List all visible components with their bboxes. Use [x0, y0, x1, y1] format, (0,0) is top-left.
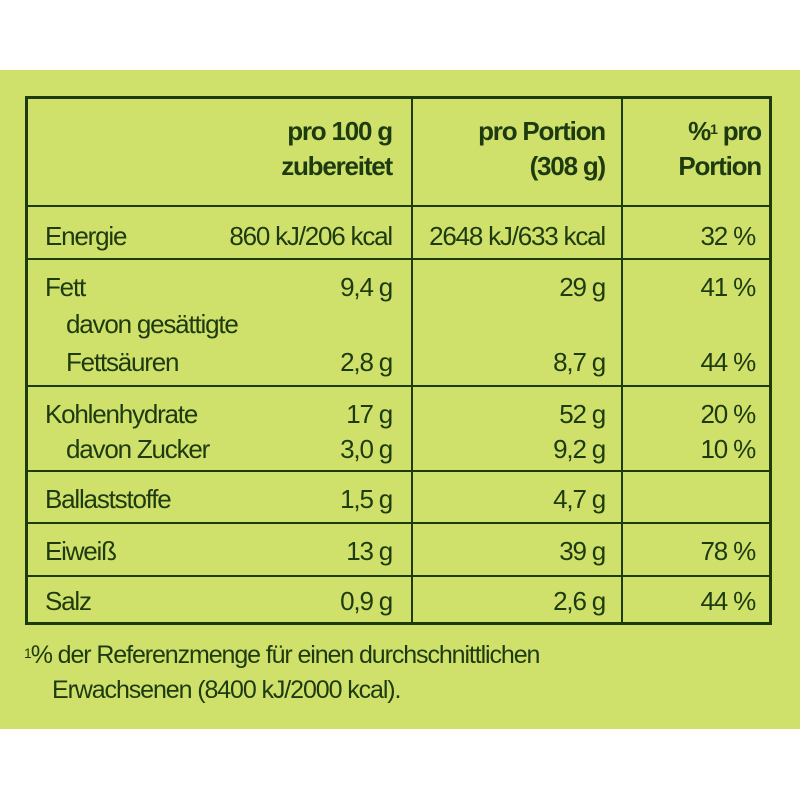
- row-label-salz: Salz: [45, 586, 92, 616]
- value-portion: 52 g: [559, 399, 606, 429]
- row-label-zucker: davon Zucker: [66, 434, 210, 464]
- value-per100: 17 g: [346, 399, 393, 429]
- row-label-ballaststoffe: Ballaststoffe: [45, 484, 172, 514]
- header-portion-line2: (308 g): [529, 151, 607, 181]
- value-pct: 10 %: [700, 434, 757, 464]
- value-pct: 44 %: [700, 347, 757, 377]
- value-per100: 0,9 g: [340, 586, 393, 616]
- value-pct: 78 %: [700, 536, 757, 566]
- nutrition-table: pro 100 g zubereitet pro Portion (308 g)…: [25, 96, 772, 625]
- column-divider: [621, 99, 623, 622]
- value-per100: 1,5 g: [340, 484, 393, 514]
- row-label-gesaettigte: davon gesättigte: [66, 309, 239, 339]
- row-divider: [28, 205, 769, 207]
- column-divider: [411, 99, 413, 622]
- header-portion-line1: pro Portion: [478, 116, 606, 146]
- value-pct: 41 %: [700, 272, 757, 302]
- value-per100: 2,8 g: [340, 347, 393, 377]
- value-per100: 9,4 g: [340, 272, 393, 302]
- row-divider: [28, 575, 769, 577]
- value-portion: 4,7 g: [553, 484, 606, 514]
- row-divider: [28, 522, 769, 524]
- value-portion: 8,7 g: [553, 347, 606, 377]
- row-divider: [28, 385, 769, 387]
- value-per100: 3,0 g: [340, 434, 393, 464]
- footnote-line2: Erwachsenen (8400 kJ/2000 kcal).: [52, 676, 401, 704]
- row-label-fettsaeuren: Fettsäuren: [66, 347, 180, 377]
- value-portion: 39 g: [559, 536, 606, 566]
- row-divider: [28, 470, 769, 472]
- footnote-text: % der Referenzmenge für einen durchschni…: [30, 641, 541, 669]
- header-pct-line1: %1 pro: [688, 116, 763, 146]
- value-portion: 2648 kJ/633 kcal: [429, 221, 606, 251]
- header-footnote-marker: 1: [710, 121, 718, 137]
- header-pct-symbol: %: [688, 116, 711, 146]
- value-per100: 13 g: [346, 536, 393, 566]
- row-label-kohlenhydrate: Kohlenhydrate: [45, 399, 198, 429]
- row-label-eiweiss: Eiweiß: [45, 536, 117, 566]
- header-per100-line2: zubereitet: [281, 151, 393, 181]
- label-background: [0, 70, 800, 729]
- header-pct-line2: Portion: [678, 151, 762, 181]
- value-portion: 9,2 g: [553, 434, 606, 464]
- value-portion: 2,6 g: [553, 586, 606, 616]
- value-pct: 32 %: [700, 221, 757, 251]
- header-pct-pro: pro: [716, 116, 763, 146]
- footnote-marker: 1: [24, 645, 32, 661]
- value-pct: 20 %: [700, 399, 757, 429]
- header-per100-line1: pro 100 g: [287, 116, 393, 146]
- value-pct: 44 %: [700, 586, 757, 616]
- row-label-fett: Fett: [45, 272, 86, 302]
- value-portion: 29 g: [559, 272, 606, 302]
- value-per100: 860 kJ/206 kcal: [229, 221, 393, 251]
- row-label-energie: Energie: [45, 221, 127, 251]
- footnote-line1: 1% der Referenzmenge für einen durchschn…: [24, 640, 541, 670]
- row-divider: [28, 258, 769, 260]
